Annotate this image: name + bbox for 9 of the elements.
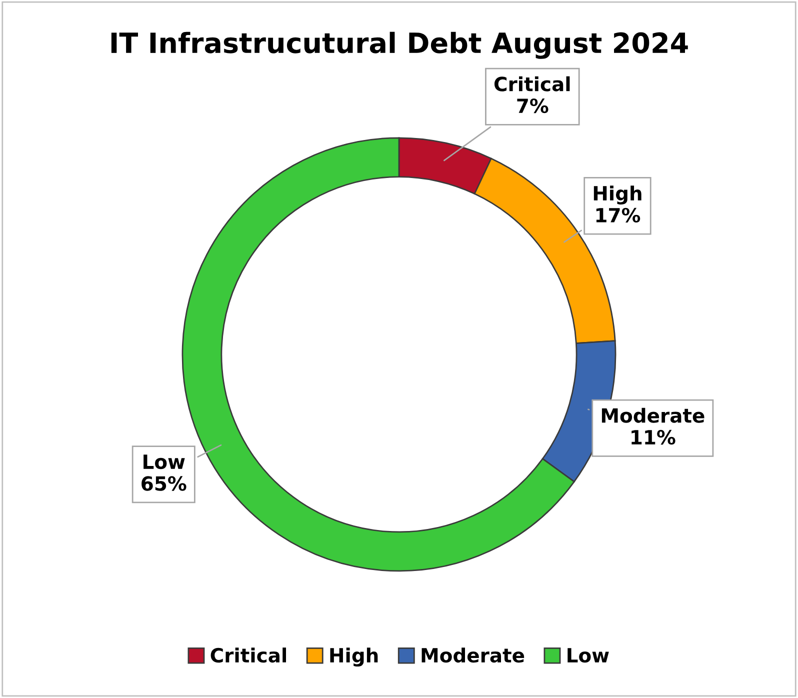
data-label: Critical 7% — [494, 76, 570, 114]
legend-label: High — [330, 648, 378, 667]
data-label: High 17% — [594, 186, 642, 223]
data-label: Moderate 11% — [602, 408, 704, 445]
legend-label: Moderate — [422, 648, 524, 663]
data-label: Low 65% — [142, 454, 186, 491]
chart-title: IT Infrastrucutural Debt August 2024 — [111, 32, 688, 59]
legend-label: Low — [568, 648, 609, 663]
legend-label: Critical — [210, 648, 286, 663]
